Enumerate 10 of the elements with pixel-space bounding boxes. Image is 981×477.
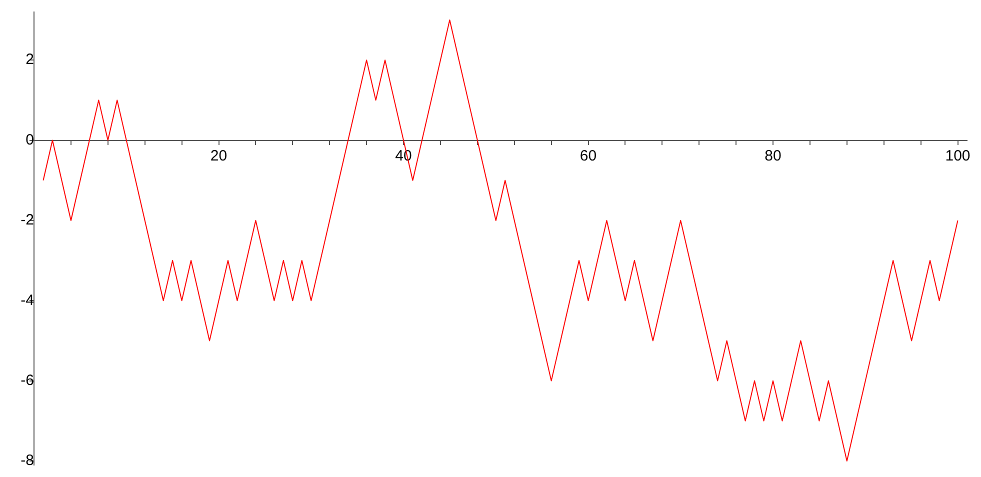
y-tick-label: 0 [26, 131, 34, 148]
y-tick-label: -6 [20, 372, 34, 389]
y-tick-label: -8 [20, 452, 34, 470]
y-tick-label: -2 [20, 212, 34, 229]
y-tick-label: 2 [26, 51, 34, 68]
x-tick-label: 60 [580, 147, 597, 164]
x-tick-label: 80 [764, 147, 782, 164]
y-tick-label: -4 [20, 292, 34, 309]
x-tick-label: 20 [210, 147, 228, 164]
x-tick-label: 100 [945, 147, 970, 164]
